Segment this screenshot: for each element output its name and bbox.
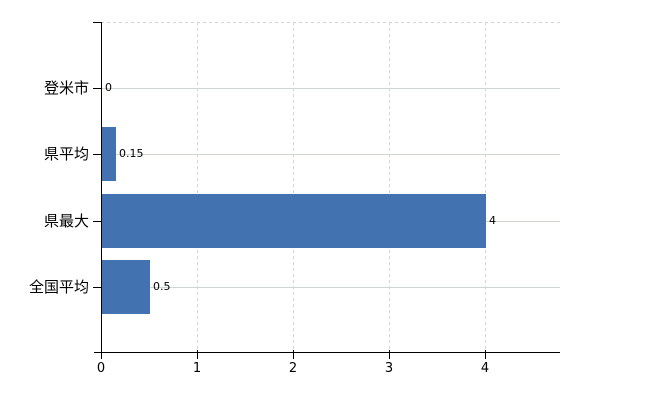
x-tick-label: 4 — [480, 361, 490, 376]
y-axis-tick — [93, 22, 101, 23]
x-axis-tick — [293, 350, 294, 359]
x-tick-label: 0 — [96, 361, 106, 376]
y-axis — [101, 22, 102, 353]
bar-全国平均 — [102, 260, 150, 314]
h-gridline — [101, 287, 560, 288]
plot-area: 0 0.15 4 0.5 — [93, 22, 560, 359]
v-gridline — [485, 22, 486, 353]
v-gridline — [197, 22, 198, 353]
x-axis — [94, 352, 560, 353]
y-axis-tick — [93, 88, 101, 89]
bar-県平均 — [102, 127, 116, 181]
h-gridline — [101, 88, 560, 89]
x-tick-label: 2 — [288, 361, 298, 376]
plot-top-border — [101, 22, 560, 23]
category-label: 登米市 — [43, 79, 89, 97]
value-label: 0.15 — [119, 147, 144, 160]
category-label: 県平均 — [43, 145, 89, 163]
x-axis-tick — [485, 350, 486, 359]
category-label: 全国平均 — [28, 278, 89, 296]
category-label: 県最大 — [43, 212, 89, 230]
v-gridline — [293, 22, 294, 353]
bar-県最大 — [102, 194, 486, 248]
y-axis-tick — [93, 221, 101, 222]
x-tick-label: 1 — [192, 361, 202, 376]
y-axis-tick — [93, 287, 101, 288]
y-axis-tick — [93, 154, 101, 155]
x-axis-tick — [389, 350, 390, 359]
x-axis-tick — [197, 350, 198, 359]
value-label: 4 — [489, 214, 496, 227]
value-label: 0.5 — [153, 280, 171, 293]
x-tick-label: 3 — [384, 361, 394, 376]
v-gridline — [389, 22, 390, 353]
value-label: 0 — [105, 81, 112, 94]
h-gridline — [101, 154, 560, 155]
x-axis-tick — [101, 350, 102, 359]
